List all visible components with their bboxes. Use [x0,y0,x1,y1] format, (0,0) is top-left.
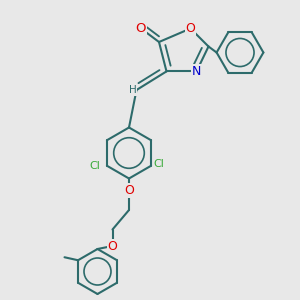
Text: O: O [124,184,134,197]
Text: Cl: Cl [153,159,164,169]
Text: O: O [186,22,195,35]
Text: Cl: Cl [89,161,100,171]
Text: O: O [108,239,117,253]
Text: O: O [136,22,146,35]
Text: H: H [129,85,136,95]
Text: N: N [192,65,201,78]
